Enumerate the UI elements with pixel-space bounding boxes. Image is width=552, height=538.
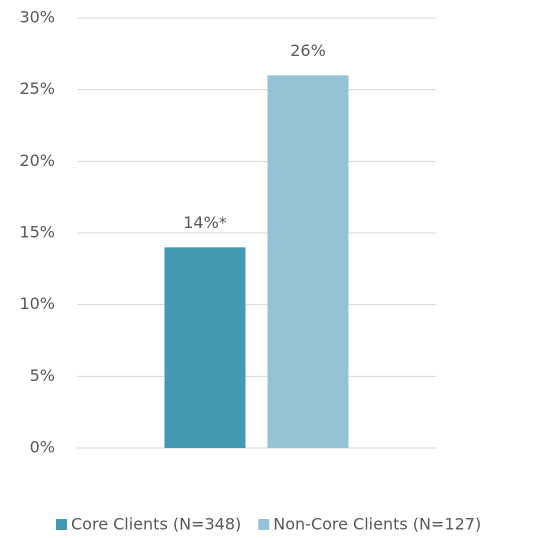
data-label: 14%* [183,213,227,232]
y-tick-label: 20% [19,151,55,170]
y-tick-label: 30% [19,8,55,27]
bar [267,75,349,448]
y-tick-label: 15% [19,223,55,242]
legend-swatch [258,519,270,530]
y-tick-label: 0% [30,438,55,457]
legend-label: Core Clients (N=348) [71,515,241,534]
bar [164,247,246,448]
y-tick-label: 25% [19,79,55,98]
legend-swatch [56,519,67,530]
data-label: 26% [290,41,326,60]
y-tick-label: 10% [19,294,55,313]
legend-label: Non-Core Clients (N=127) [273,515,481,534]
y-tick-label: 5% [30,366,55,385]
